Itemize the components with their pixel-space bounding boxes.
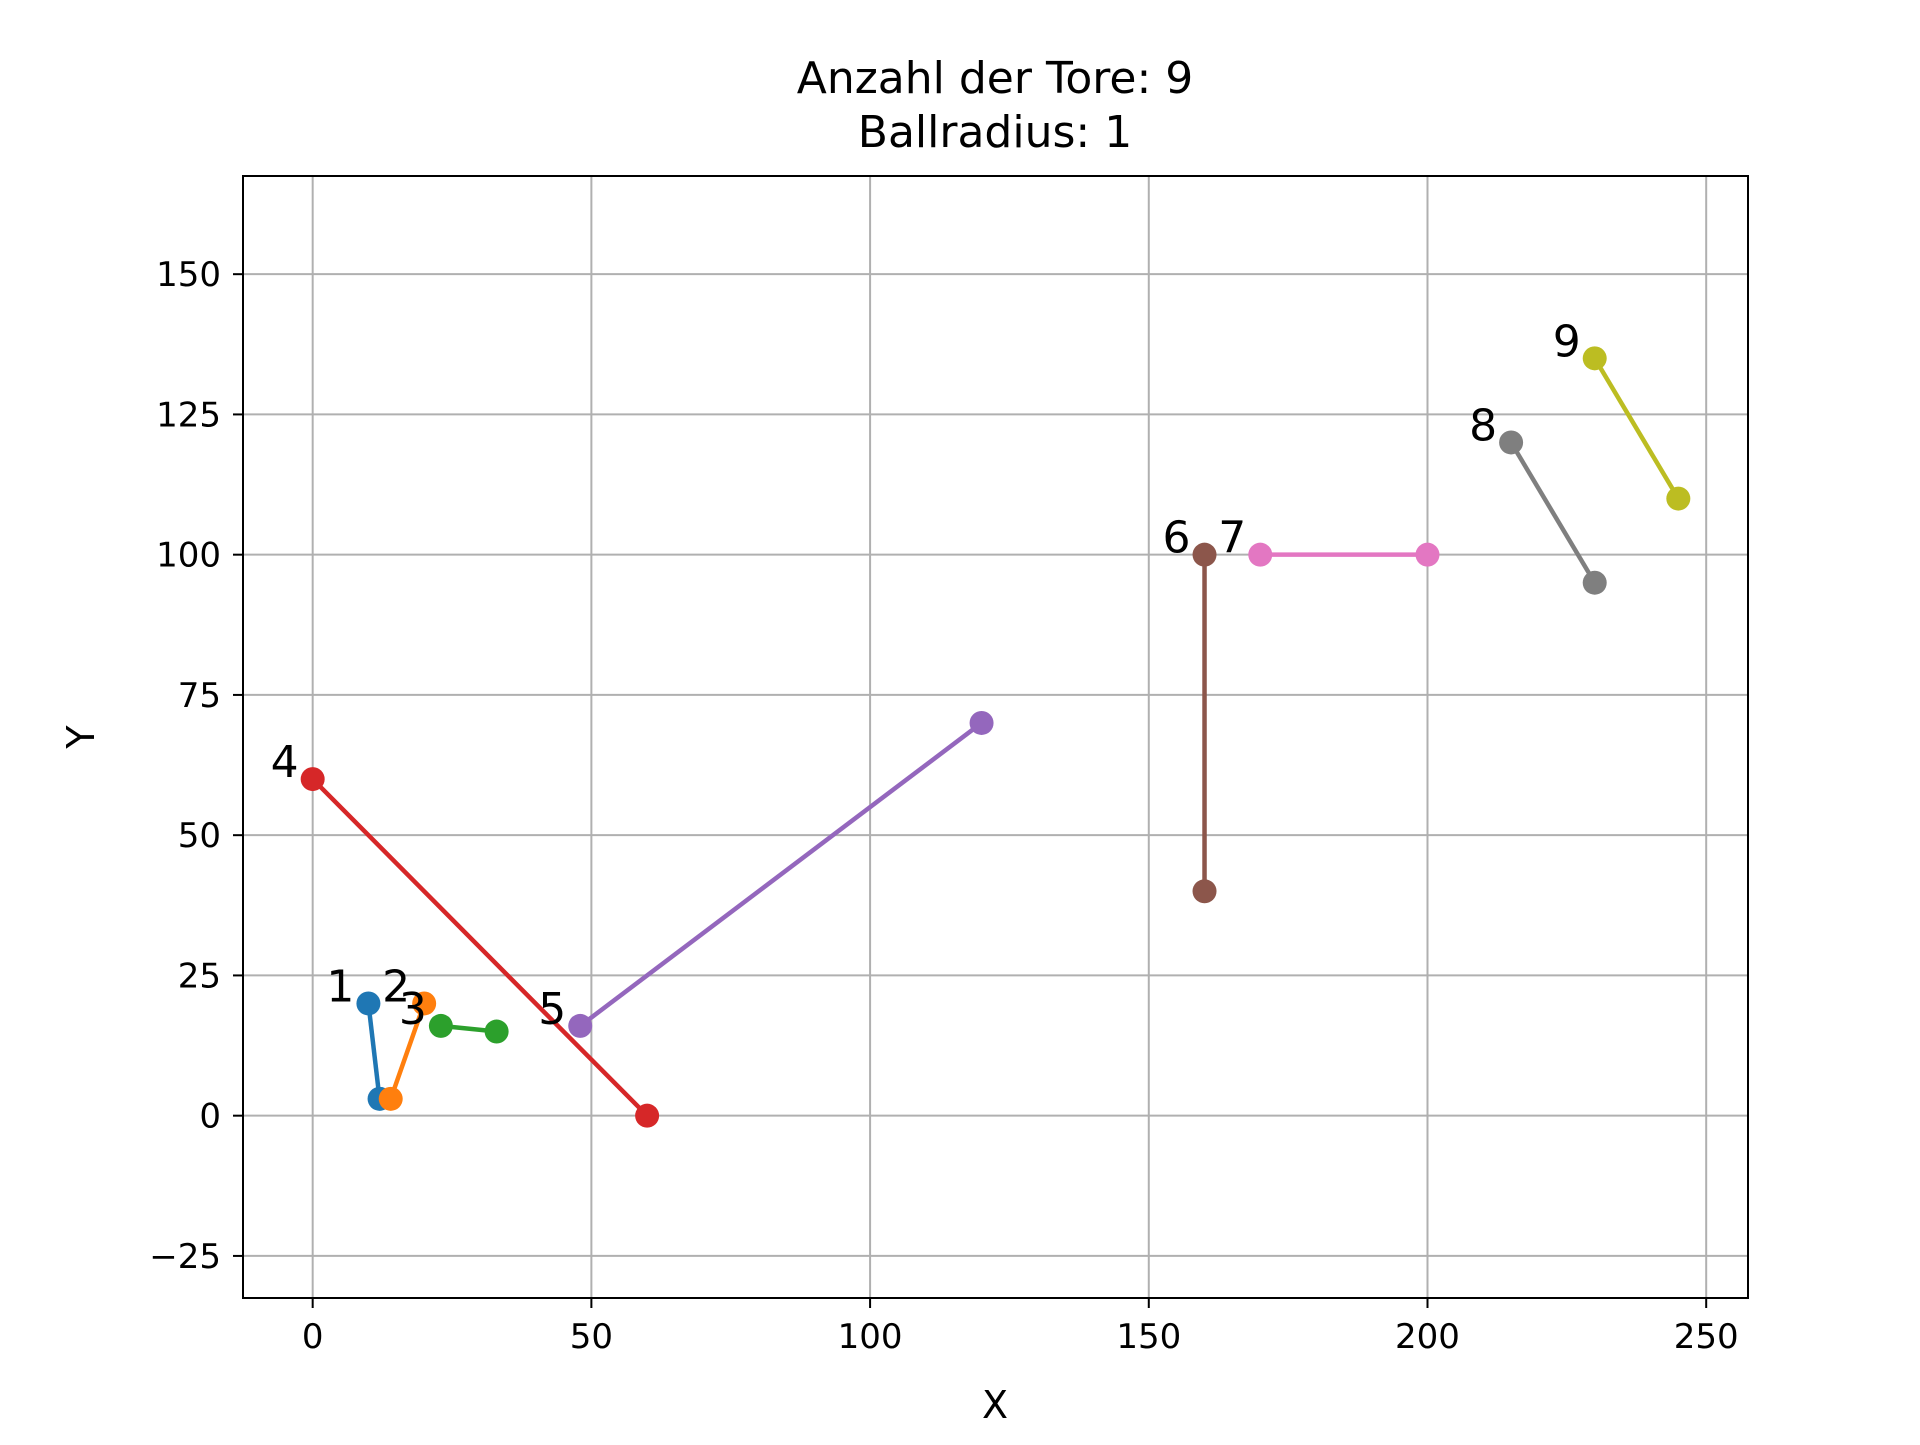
gate-label: 8 — [1469, 400, 1497, 451]
gate-label: 3 — [399, 984, 427, 1035]
gate-label: 5 — [538, 984, 566, 1035]
gate-2: 2 — [378, 961, 437, 1111]
gate-post-marker — [568, 1013, 593, 1038]
gate-post-marker — [412, 991, 437, 1016]
gate-7: 7 — [1218, 513, 1440, 567]
y-axis-label: Y — [59, 725, 103, 750]
plot-frame — [242, 175, 1749, 1299]
gate-5: 5 — [538, 710, 994, 1038]
gate-post-marker — [484, 1019, 509, 1044]
y-tick-label: 25 — [178, 956, 221, 996]
gate-label: 7 — [1218, 513, 1246, 564]
x-tick-label: 50 — [570, 1317, 613, 1357]
gate-post-marker — [1415, 542, 1440, 567]
gate-line — [1509, 441, 1597, 584]
y-tick-label: 125 — [156, 395, 221, 435]
gate-9: 9 — [1553, 316, 1691, 511]
gate-post-marker — [1248, 542, 1273, 567]
gate-post-marker — [356, 991, 381, 1016]
x-axis-label: X — [982, 1383, 1008, 1427]
gate-8: 8 — [1469, 400, 1607, 595]
gate-post-marker — [1192, 879, 1217, 904]
gate-4: 4 — [271, 737, 660, 1128]
gate-line — [1592, 357, 1681, 500]
gate-post-marker — [1499, 430, 1524, 455]
gate-post-marker — [969, 710, 994, 735]
gate-line — [578, 721, 983, 1028]
gate-post-marker — [1582, 570, 1607, 595]
y-tick-label: 150 — [156, 255, 221, 295]
gate-post-marker — [1582, 346, 1607, 371]
gate-line — [311, 777, 649, 1118]
x-tick-label: 250 — [1674, 1317, 1739, 1357]
gate-post-marker — [300, 767, 325, 792]
x-tick-label: 100 — [838, 1317, 903, 1357]
gate-6: 6 — [1163, 513, 1217, 904]
gate-line — [366, 1003, 382, 1100]
y-tick-label: 50 — [178, 816, 221, 856]
gate-label: 6 — [1163, 513, 1191, 564]
x-tick-label: 0 — [302, 1317, 324, 1357]
gate-label: 4 — [271, 737, 299, 788]
gate-post-marker — [1666, 486, 1691, 511]
gate-3: 3 — [399, 984, 509, 1044]
x-tick-label: 200 — [1395, 1317, 1460, 1357]
x-tick-label: 150 — [1116, 1317, 1181, 1357]
y-tick-label: 0 — [199, 1097, 221, 1137]
gate-label: 9 — [1553, 316, 1581, 367]
gate-post-marker — [635, 1103, 660, 1128]
gate-post-marker — [1192, 542, 1217, 567]
gate-post-marker — [378, 1086, 403, 1111]
grid — [243, 176, 1748, 1298]
y-tick-label: −25 — [149, 1237, 221, 1277]
gate-label: 2 — [382, 961, 410, 1012]
chart-title-line-2: Ballradius: 1 — [858, 107, 1132, 158]
gate-post-marker — [428, 1013, 453, 1038]
gate-label: 1 — [326, 961, 354, 1012]
y-tick-label: 100 — [156, 536, 221, 576]
y-tick-label: 75 — [178, 676, 221, 716]
chart-title-line-1: Anzahl der Tore: 9 — [797, 53, 1194, 104]
gate-line — [388, 1002, 427, 1100]
series-layer: 1 23 4 5 6 7 8 9 — [271, 316, 1691, 1128]
